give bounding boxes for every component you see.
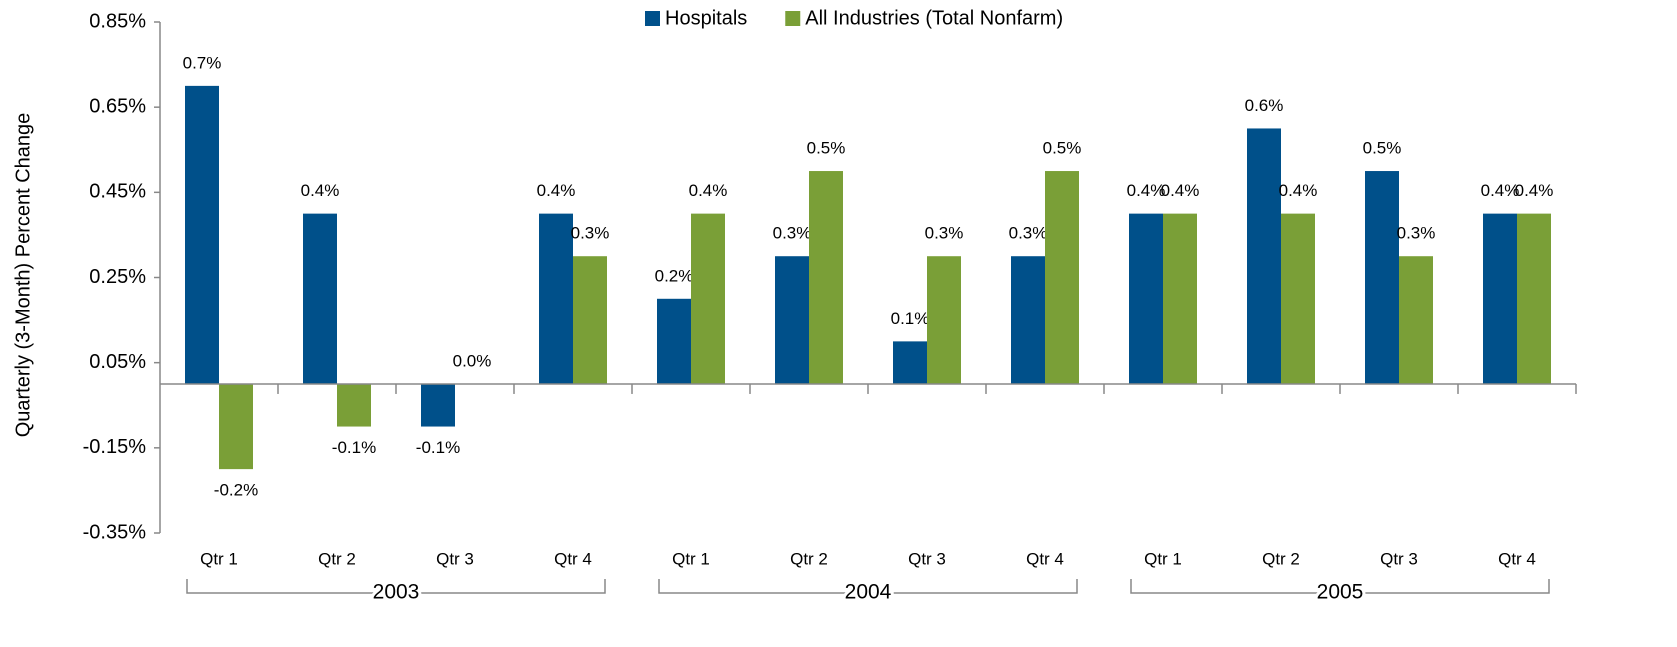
data-label: -0.2% [214, 481, 258, 500]
x-tick-label: Qtr 2 [1262, 549, 1300, 568]
y-tick-label: -0.35% [83, 521, 147, 543]
bar [219, 383, 253, 470]
legend-swatch [785, 11, 801, 26]
y-tick-label: -0.15% [83, 436, 147, 458]
bar [303, 213, 337, 384]
data-label: 0.4% [1161, 181, 1200, 200]
bar [185, 85, 219, 384]
y-axis-label: Quarterly (3-Month) Percent Change [12, 113, 34, 438]
bar [1365, 171, 1399, 384]
bar [1011, 256, 1045, 384]
bar [691, 213, 725, 384]
data-label: 0.0% [453, 351, 492, 370]
group-label: 2003 [373, 581, 420, 604]
bar [337, 383, 371, 427]
data-label: 0.7% [183, 53, 222, 72]
bar [1281, 213, 1315, 384]
data-label: 0.4% [1481, 181, 1520, 200]
bar [1045, 171, 1079, 384]
data-label: 0.4% [1515, 181, 1554, 200]
data-label: 0.3% [773, 224, 812, 243]
legend-label: All Industries (Total Nonfarm) [805, 7, 1063, 29]
x-tick-label: Qtr 4 [1498, 549, 1536, 568]
y-tick-label: 0.25% [89, 266, 146, 288]
bar [1247, 128, 1281, 384]
y-tick-label: 0.65% [89, 95, 146, 117]
data-label: 0.3% [925, 224, 964, 243]
x-tick-label: Qtr 2 [318, 549, 356, 568]
data-label: 0.4% [1279, 181, 1318, 200]
x-tick-label: Qtr 1 [672, 549, 710, 568]
data-label: 0.5% [1043, 139, 1082, 158]
data-label: 0.4% [537, 181, 576, 200]
bar [1399, 256, 1433, 384]
bar [1483, 213, 1517, 384]
data-label: 0.3% [1009, 224, 1048, 243]
x-tick-label: Qtr 4 [1026, 549, 1064, 568]
bar [775, 256, 809, 384]
x-tick-label: Qtr 1 [200, 549, 238, 568]
data-label: 0.5% [807, 139, 846, 158]
bar [657, 298, 691, 384]
data-label: 0.1% [891, 309, 930, 328]
legend-swatch [645, 11, 660, 26]
data-label: 0.3% [571, 224, 610, 243]
data-label: -0.1% [416, 438, 460, 457]
group-bracket [658, 579, 1078, 594]
group-bracket [1130, 579, 1550, 594]
data-label: 0.6% [1245, 96, 1284, 115]
x-tick-label: Qtr 4 [554, 549, 592, 568]
data-label: 0.3% [1397, 224, 1436, 243]
x-tick-label: Qtr 1 [1144, 549, 1182, 568]
x-tick-label: Qtr 3 [436, 549, 474, 568]
x-tick-label: Qtr 3 [908, 549, 946, 568]
data-label: 0.2% [655, 266, 694, 285]
x-tick-label: Qtr 3 [1380, 549, 1418, 568]
data-label: -0.1% [332, 438, 376, 457]
bar [927, 256, 961, 384]
legend-label: Hospitals [665, 7, 747, 29]
bar [893, 341, 927, 384]
data-label: 0.4% [1127, 181, 1166, 200]
bar [809, 171, 843, 384]
bar [539, 213, 573, 384]
group-label: 2005 [1317, 581, 1364, 604]
group-bracket [186, 579, 606, 594]
data-label: 0.4% [301, 181, 340, 200]
y-tick-label: 0.45% [89, 181, 146, 203]
bar [421, 383, 455, 427]
y-tick-label: 0.05% [89, 351, 146, 373]
bar [573, 256, 607, 384]
data-label: 0.5% [1363, 139, 1402, 158]
data-label: 0.4% [689, 181, 728, 200]
group-label: 2004 [845, 581, 892, 604]
bar [1163, 213, 1197, 384]
x-tick-label: Qtr 2 [790, 549, 828, 568]
bar [1129, 213, 1163, 384]
y-tick-label: 0.85% [89, 10, 146, 32]
bar [1517, 213, 1551, 384]
